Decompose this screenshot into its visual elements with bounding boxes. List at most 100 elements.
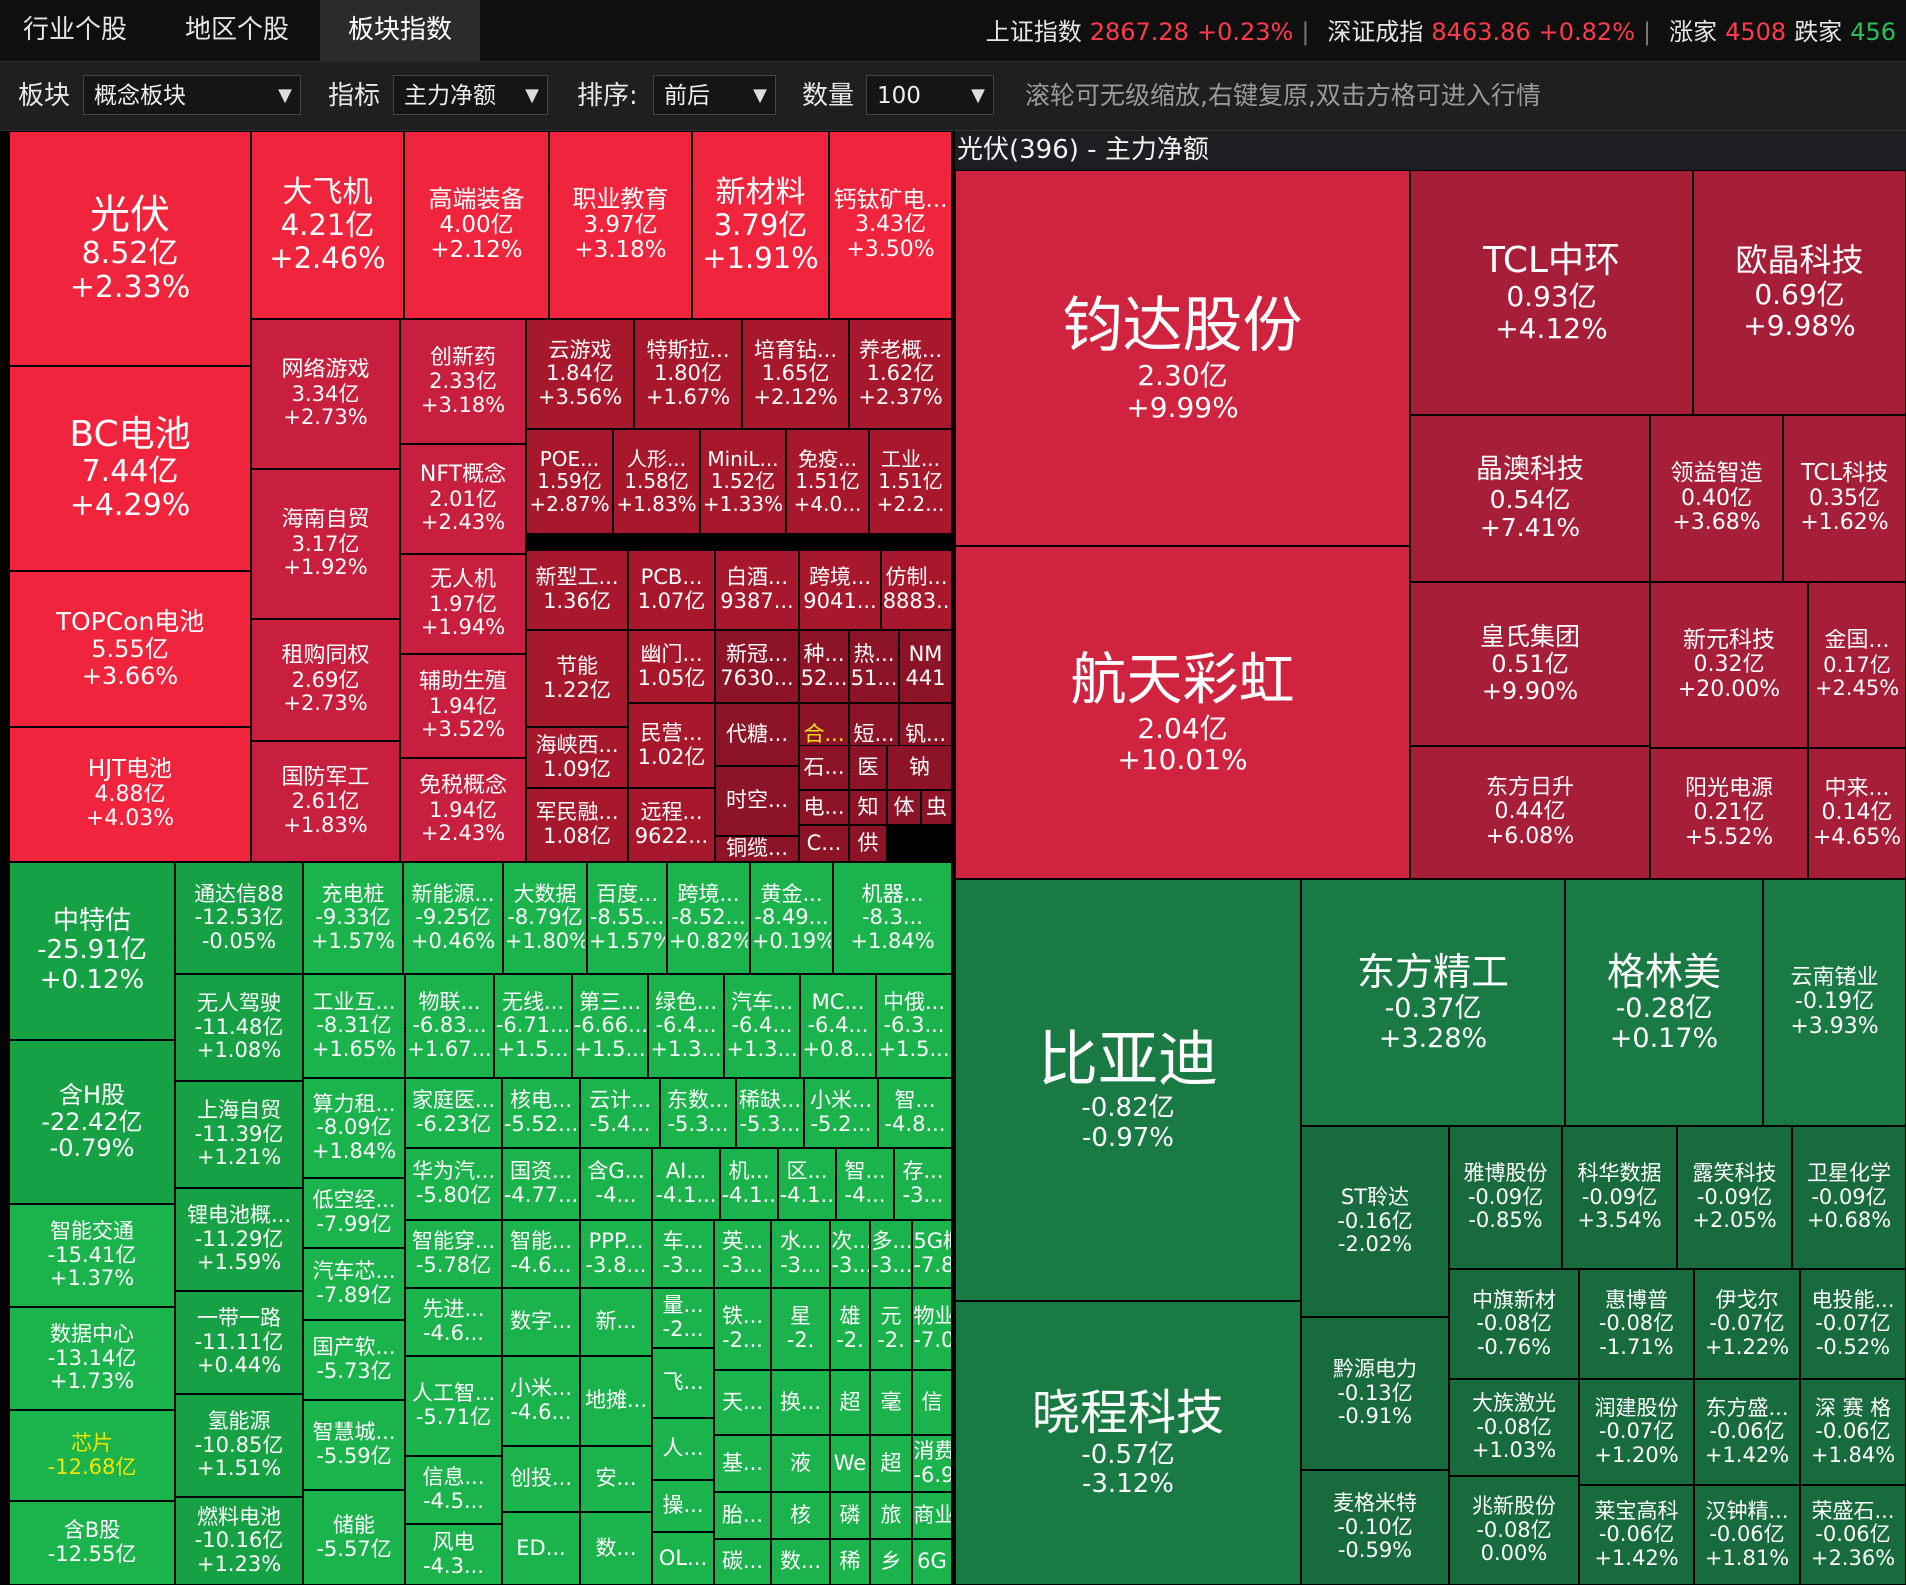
sector-tile[interactable]: 智能穿... -5.78亿	[405, 1220, 502, 1288]
stock-tile[interactable]: 汉钟精... -0.06亿 +1.81%	[1694, 1485, 1800, 1585]
sector-tile[interactable]: 民营... 1.02亿	[628, 703, 715, 788]
sector-tile[interactable]: 工业... 1.51亿 +2.2...	[869, 429, 952, 534]
sector-tile[interactable]: 体	[887, 790, 921, 825]
sector-tile[interactable]: 乡	[870, 1539, 912, 1585]
sector-tile[interactable]: 海峡西... 1.09亿	[526, 727, 628, 788]
stock-tile[interactable]: 黔源电力 -0.13亿 -0.91%	[1301, 1317, 1449, 1470]
sector-tile[interactable]: 区...-4.1...	[778, 1148, 836, 1220]
sector-tile[interactable]: 通达信88 -12.53亿 -0.05%	[175, 862, 303, 974]
sector-tile[interactable]: 机...-4.1...	[720, 1148, 778, 1220]
sector-tile[interactable]: 算力租... -8.09亿 +1.84%	[303, 1078, 405, 1178]
sector-tile[interactable]: NM 441	[899, 630, 952, 703]
stock-tile[interactable]: 欧晶科技 0.69亿 +9.98%	[1693, 170, 1906, 415]
sector-tile[interactable]: 稀缺... -5.3...	[736, 1078, 804, 1148]
sector-tile[interactable]: POE... 1.59亿 +2.87%	[526, 429, 613, 534]
sector-tile[interactable]: 胎...	[714, 1492, 771, 1539]
sector-tile[interactable]: 雄 -2.	[830, 1288, 870, 1370]
sector-tile[interactable]: 智... -4.8...	[878, 1078, 952, 1148]
sector-tile[interactable]: 含B股 -12.55亿	[9, 1501, 175, 1585]
stock-tile[interactable]: 晓程科技 -0.57亿 -3.12%	[955, 1301, 1301, 1585]
sort-select[interactable]: 前后 ▼	[653, 75, 776, 115]
sector-tile[interactable]: 免疫... 1.51亿 +4.0...	[786, 429, 869, 534]
sector-select[interactable]: 概念板块 ▼	[83, 75, 301, 115]
sector-tile[interactable]: 创投...	[502, 1446, 580, 1512]
sector-tile[interactable]: 数字...	[502, 1288, 580, 1356]
stock-tile[interactable]: 雅博股份 -0.09亿 -0.85%	[1449, 1126, 1562, 1269]
tab-sector-index[interactable]: 板块指数	[320, 0, 480, 61]
sector-tile[interactable]: 智慧城... -5.59亿	[303, 1400, 405, 1490]
sector-tile[interactable]: 天...	[714, 1370, 771, 1435]
stock-tile[interactable]: 中来... 0.14亿 +4.65%	[1808, 748, 1906, 879]
sector-tile[interactable]: 风电 -4.3...	[405, 1524, 502, 1585]
sector-tile[interactable]: 地摊...	[580, 1356, 652, 1446]
sector-tile[interactable]: 养老概... 1.62亿 +2.37%	[849, 319, 952, 429]
sector-tile[interactable]: 核	[771, 1492, 830, 1539]
sector-tile[interactable]: 高端装备 4.00亿 +2.12%	[404, 131, 549, 319]
stock-tile[interactable]: 深 赛 格 -0.06亿 +1.84%	[1800, 1379, 1906, 1485]
sector-tile[interactable]: 低空经... -7.99亿	[303, 1178, 405, 1248]
sector-tile[interactable]: 次... -3...	[830, 1220, 870, 1288]
sector-tile[interactable]: 无线... -6.71... +1.5...	[494, 974, 572, 1078]
sector-tile[interactable]: 上海自贸 -11.39亿 +1.21%	[175, 1081, 303, 1188]
sector-tile[interactable]: 新能源... -9.25亿 +0.46%	[403, 862, 503, 974]
sector-tile[interactable]: 旅	[870, 1492, 912, 1539]
sector-tile[interactable]: 超	[870, 1435, 912, 1492]
sector-tile[interactable]: 种... 52...	[799, 630, 849, 703]
stock-tile[interactable]: 格林美 -0.28亿 +0.17%	[1565, 879, 1763, 1126]
sector-tile[interactable]: ED...	[502, 1512, 580, 1585]
sector-tile[interactable]: 数...	[580, 1512, 652, 1585]
sector-tile[interactable]: 人形... 1.58亿 +1.83%	[613, 429, 700, 534]
sector-tile[interactable]: 超	[830, 1370, 870, 1435]
sector-tile[interactable]: 黄金... -8.49... +0.19%	[750, 862, 833, 974]
stock-tile[interactable]: 荣盛石... -0.06亿 +2.36%	[1800, 1485, 1906, 1585]
sector-tile[interactable]: 代糖...	[715, 703, 799, 766]
sector-tile[interactable]: 知	[849, 790, 887, 825]
sector-tile[interactable]: 小米... -4.6...	[502, 1356, 580, 1446]
stock-tile[interactable]: 润建股份 -0.07亿 +1.20%	[1579, 1379, 1694, 1485]
stock-tile[interactable]: 卫星化学 -0.09亿 +0.68%	[1792, 1126, 1906, 1269]
sector-tile[interactable]: 消费电...-6.99亿	[912, 1435, 952, 1492]
sector-tile[interactable]: 数...	[771, 1539, 830, 1585]
sector-tile[interactable]: 华为汽... -5.80亿	[405, 1148, 502, 1220]
sector-tile[interactable]: 物业管...-7.01亿	[912, 1288, 952, 1370]
sector-tile[interactable]: 水... -3...	[771, 1220, 830, 1288]
stock-tile[interactable]: 科华数据 -0.09亿 +3.54%	[1562, 1126, 1677, 1269]
sector-tile[interactable]: 白酒... 9387...	[715, 550, 799, 630]
sector-tile[interactable]: 智能交通 -15.41亿 +1.37%	[9, 1204, 175, 1307]
sector-tile[interactable]: 换...	[771, 1370, 830, 1435]
sector-tile[interactable]: 家庭医... -6.23亿	[405, 1078, 502, 1148]
sector-tile[interactable]: 百度... -8.55... +1.57%	[587, 862, 667, 974]
stock-tile[interactable]: 伊戈尔 -0.07亿 +1.22%	[1694, 1269, 1800, 1379]
sector-tile[interactable]: 汽车... -6.4... +1.3...	[724, 974, 800, 1078]
sector-tile[interactable]: 培育钻... 1.65亿 +2.12%	[742, 319, 849, 429]
stock-tile[interactable]: 电投能... -0.07亿 -0.52%	[1800, 1269, 1906, 1379]
stock-tile[interactable]: 兆新股份 -0.08亿 0.00%	[1449, 1476, 1579, 1585]
sector-tile[interactable]: 星 -2.	[771, 1288, 830, 1370]
sector-tile[interactable]: 幽门... 1.05亿	[628, 630, 715, 703]
sector-tile[interactable]: We	[830, 1435, 870, 1492]
sector-tile[interactable]: 钙钛矿电... 3.43亿 +3.50%	[829, 131, 952, 319]
sector-tile[interactable]: 英... -3...	[714, 1220, 771, 1288]
sector-tile[interactable]: 国产软... -5.73亿	[303, 1320, 405, 1400]
sector-tile[interactable]: PPP... -3.8...	[580, 1220, 652, 1288]
sector-tile[interactable]: 无人驾驶 -11.48亿 +1.08%	[175, 974, 303, 1081]
sector-tile[interactable]: 工业互... -8.31亿 +1.65%	[303, 974, 405, 1078]
tab-industry-stocks[interactable]: 行业个股	[22, 15, 127, 45]
sector-tile[interactable]: 5G概念-7.80亿	[912, 1220, 952, 1288]
sector-tile[interactable]: 无人机 1.97亿 +1.94%	[400, 554, 526, 654]
sector-tile[interactable]: 充电桩 -9.33亿 +1.57%	[303, 862, 403, 974]
sector-tile[interactable]: 免税概念 1.94亿 +2.43%	[400, 758, 526, 862]
sector-tile[interactable]: PCB... 1.07亿	[628, 550, 715, 630]
sector-tile[interactable]: 绿色... -6.4... +1.3...	[648, 974, 724, 1078]
sector-tile[interactable]: 军民融... 1.08亿	[526, 788, 628, 862]
sector-tile[interactable]: 热... 51...	[849, 630, 899, 703]
sector-tile[interactable]: 车... -3...	[652, 1220, 714, 1288]
sector-tile[interactable]: 时空...	[715, 766, 799, 836]
sector-tile[interactable]: 元 -2.	[870, 1288, 912, 1370]
count-select[interactable]: 100 ▼	[866, 75, 994, 115]
sector-tile[interactable]: 机器... -8.3... +1.84%	[833, 862, 952, 974]
sector-tile[interactable]: 租购同权 2.69亿 +2.73%	[251, 619, 400, 741]
sector-tile[interactable]: 海南自贸 3.17亿 +1.92%	[251, 469, 400, 619]
sector-tile[interactable]: 稀	[830, 1539, 870, 1585]
sector-tile[interactable]: 操...	[652, 1480, 714, 1532]
